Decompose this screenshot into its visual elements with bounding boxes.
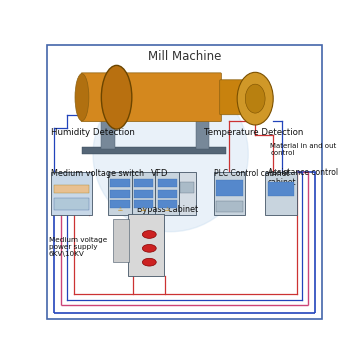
Bar — [216, 180, 243, 195]
Bar — [134, 190, 153, 198]
FancyBboxPatch shape — [81, 73, 221, 122]
Text: ⚠: ⚠ — [118, 207, 122, 212]
Bar — [156, 172, 179, 215]
Text: Bypass cabinet: Bypass cabinet — [138, 205, 198, 214]
Bar — [82, 147, 226, 154]
Bar — [54, 185, 89, 193]
Text: Humidity Detection: Humidity Detection — [51, 128, 135, 137]
Bar — [113, 219, 129, 262]
Bar — [180, 182, 194, 193]
FancyBboxPatch shape — [47, 45, 322, 319]
Ellipse shape — [75, 74, 89, 121]
Text: VFD: VFD — [151, 169, 169, 178]
Text: Mill Machine: Mill Machine — [148, 50, 221, 63]
Ellipse shape — [237, 72, 273, 125]
Bar — [267, 182, 294, 195]
Bar — [128, 214, 164, 276]
Bar — [108, 172, 132, 215]
Ellipse shape — [102, 66, 132, 129]
Bar — [102, 121, 115, 149]
Bar — [213, 172, 246, 215]
Ellipse shape — [142, 244, 156, 252]
Bar — [132, 172, 156, 215]
Ellipse shape — [142, 258, 156, 266]
Bar — [216, 201, 243, 212]
Text: Medium voltage
power supply
6KV\10KV: Medium voltage power supply 6KV\10KV — [49, 237, 107, 257]
Bar — [195, 121, 210, 149]
Text: Material in and out
control: Material in and out control — [270, 143, 337, 156]
Text: ⚠: ⚠ — [165, 207, 170, 212]
Bar — [134, 201, 153, 208]
Bar — [158, 179, 177, 187]
Bar — [179, 172, 195, 215]
Circle shape — [93, 76, 248, 232]
Ellipse shape — [142, 231, 156, 238]
Bar — [158, 201, 177, 208]
Text: Assistance control
cabinet: Assistance control cabinet — [267, 168, 338, 187]
FancyBboxPatch shape — [220, 80, 248, 115]
Text: PLC Control cabinet: PLC Control cabinet — [213, 169, 289, 178]
Text: Temperature Detection: Temperature Detection — [204, 128, 303, 137]
Bar — [134, 179, 153, 187]
Text: ⚠: ⚠ — [141, 207, 146, 212]
Bar — [111, 179, 130, 187]
Bar — [158, 190, 177, 198]
Bar — [111, 201, 130, 208]
Text: Medium voltage switch: Medium voltage switch — [51, 169, 144, 178]
Bar — [51, 172, 92, 215]
Bar — [111, 190, 130, 198]
Bar — [54, 198, 89, 210]
Ellipse shape — [245, 84, 265, 113]
Bar — [265, 172, 297, 215]
